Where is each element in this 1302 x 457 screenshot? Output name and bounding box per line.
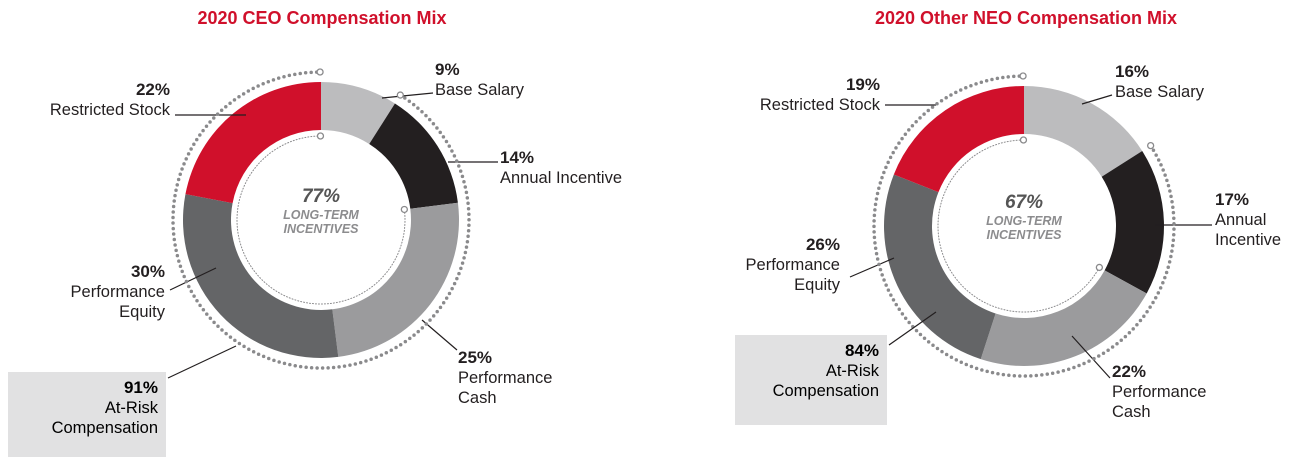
slice-label: 16% Base Salary [1115,62,1204,102]
slice-label: 9% Base Salary [435,60,524,100]
value-label: 9% [435,60,460,79]
donut-slice [1101,150,1164,294]
category-label: Restricted Stock [759,96,880,114]
leader-line [1081,94,1113,105]
slice-label: 25% Performance Cash [458,348,588,408]
donut-slice [884,174,996,360]
value-label: 22% [1112,362,1147,381]
center-text: LONG-TERM INCENTIVES [283,208,359,236]
bracket-arc [937,139,1100,313]
arc-end [1019,72,1027,80]
donut-slice [980,270,1147,366]
leader-line [381,92,434,99]
leader-line [421,319,458,351]
category-label: Base Salary [1115,83,1204,101]
slice-label: 17% Annual Incentive [1215,190,1302,250]
category-label: Performance Cash [458,369,553,407]
category-label: Annual Incentive [1215,211,1282,249]
value-label: 22% [135,80,170,99]
donut-slice [332,202,459,357]
value-label: 30% [130,262,165,281]
donut-slice [321,82,395,145]
category-label: Performance Cash [1112,383,1207,421]
bracket-arc [171,70,471,370]
arc-end [316,68,324,76]
category-label: Performance Equity [70,283,165,321]
donut-slice [369,103,458,209]
center-label: 67% LONG-TERM INCENTIVES [964,192,1084,242]
slice-label: 14% Annual Incentive [500,148,622,188]
leader-line [167,345,237,379]
value-label: 16% [1115,62,1150,81]
bracket-arc [872,74,1176,378]
center-label: 77% LONG-TERM INCENTIVES [261,186,381,236]
arc-end [1146,141,1155,150]
arc-end [316,132,325,140]
chart-title: 2020 CEO Compensation Mix [197,8,447,28]
bracket-arc [236,135,406,305]
leader-line [849,257,895,278]
center-value: 77% [301,186,341,207]
value-label: 17% [1215,190,1250,209]
slice-label: 19% Restricted Stock [760,75,880,115]
donut-slice [183,194,339,358]
category-label: Base Salary [435,81,524,99]
callout-value: 91% [123,378,158,397]
category-label: Restricted Stock [49,101,170,119]
value-label: 26% [805,235,840,254]
arc-end [1019,136,1028,144]
slice-label: 30% Performance Equity [35,262,165,322]
callout-value: 84% [844,341,879,360]
category-label: Performance Equity [745,256,840,294]
value-label: 19% [845,75,880,94]
donut-slice [893,86,1024,193]
callout-box: 84% At-Risk Compensation [735,335,887,425]
leader-line [169,267,217,291]
callout-box: 91% At-Risk Compensation [8,372,166,457]
arc-end [400,205,408,214]
category-label: Annual Incentive [500,169,623,187]
leader-line [1071,335,1111,379]
chart-title: 2020 Other NEO Compensation Mix [874,8,1178,28]
arc-end [1095,263,1104,272]
arc-end [396,91,404,99]
slice-label: 26% Performance Equity [710,235,840,295]
slice-label: 22% Performance Cash [1112,362,1242,422]
center-value: 67% [1004,192,1044,213]
callout-text: At-Risk Compensation [772,362,879,400]
callout-text: At-Risk Compensation [51,399,158,437]
leader-line [888,311,937,346]
value-label: 14% [500,148,535,167]
center-text: LONG-TERM INCENTIVES [986,214,1062,242]
slice-label: 22% Restricted Stock [50,80,170,120]
donut-slice [1024,86,1143,177]
value-label: 25% [458,348,493,367]
donut-slice [185,82,321,204]
